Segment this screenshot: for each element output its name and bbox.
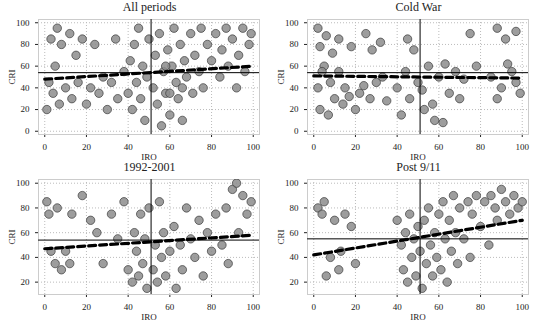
svg-text:IRO: IRO (410, 152, 426, 161)
html-text:1992-2001: 1992-2001 (123, 160, 176, 174)
svg-text:CRI: CRI (7, 229, 17, 244)
svg-text:40: 40 (124, 142, 134, 152)
svg-text:40: 40 (21, 83, 31, 93)
svg-text:CRI: CRI (276, 229, 286, 244)
svg-text:20: 20 (351, 302, 361, 312)
svg-text:100: 100 (246, 302, 260, 312)
svg-text:100: 100 (515, 302, 529, 312)
svg-text:60: 60 (21, 228, 31, 238)
svg-text:60: 60 (290, 228, 300, 238)
svg-text:IRO: IRO (141, 312, 157, 321)
svg-text:20: 20 (82, 142, 92, 152)
svg-text:60: 60 (434, 142, 444, 152)
svg-text:IRO: IRO (141, 152, 157, 161)
svg-text:0: 0 (294, 126, 299, 136)
svg-text:100: 100 (16, 178, 30, 188)
svg-text:80: 80 (207, 302, 217, 312)
svg-text:20: 20 (290, 277, 300, 287)
svg-text:40: 40 (290, 83, 300, 93)
svg-text:80: 80 (476, 302, 486, 312)
svg-text:100: 100 (246, 142, 260, 152)
svg-text:20: 20 (82, 302, 92, 312)
svg-text:60: 60 (290, 61, 300, 71)
svg-text:CRI: CRI (276, 69, 286, 84)
svg-text:0: 0 (312, 142, 317, 152)
svg-text:100: 100 (285, 18, 299, 28)
svg-text:100: 100 (285, 178, 299, 188)
svg-text:80: 80 (476, 142, 486, 152)
svg-text:0: 0 (312, 302, 317, 312)
svg-text:80: 80 (21, 39, 31, 49)
svg-text:0: 0 (43, 142, 48, 152)
svg-text:100: 100 (515, 142, 529, 152)
html-text:Cold War: Cold War (395, 0, 442, 14)
svg-text:CRI: CRI (7, 69, 17, 84)
svg-text:80: 80 (207, 142, 217, 152)
svg-text:100: 100 (16, 18, 30, 28)
svg-text:60: 60 (434, 302, 444, 312)
svg-text:80: 80 (21, 203, 31, 213)
svg-text:IRO: IRO (410, 312, 426, 321)
svg-text:20: 20 (290, 104, 300, 114)
svg-text:20: 20 (351, 142, 361, 152)
svg-text:40: 40 (21, 252, 31, 262)
svg-text:0: 0 (43, 302, 48, 312)
svg-text:40: 40 (393, 302, 403, 312)
svg-text:0: 0 (25, 126, 30, 136)
svg-text:60: 60 (21, 61, 31, 71)
svg-text:60: 60 (165, 302, 175, 312)
svg-text:40: 40 (393, 142, 403, 152)
svg-text:40: 40 (124, 302, 134, 312)
html-text:All periods: All periods (122, 0, 177, 14)
svg-text:20: 20 (21, 277, 31, 287)
svg-text:80: 80 (290, 39, 300, 49)
svg-text:60: 60 (165, 142, 175, 152)
svg-text:40: 40 (290, 252, 300, 262)
svg-text:80: 80 (290, 203, 300, 213)
svg-text:20: 20 (21, 104, 31, 114)
html-text:Post 9/11: Post 9/11 (396, 160, 441, 174)
